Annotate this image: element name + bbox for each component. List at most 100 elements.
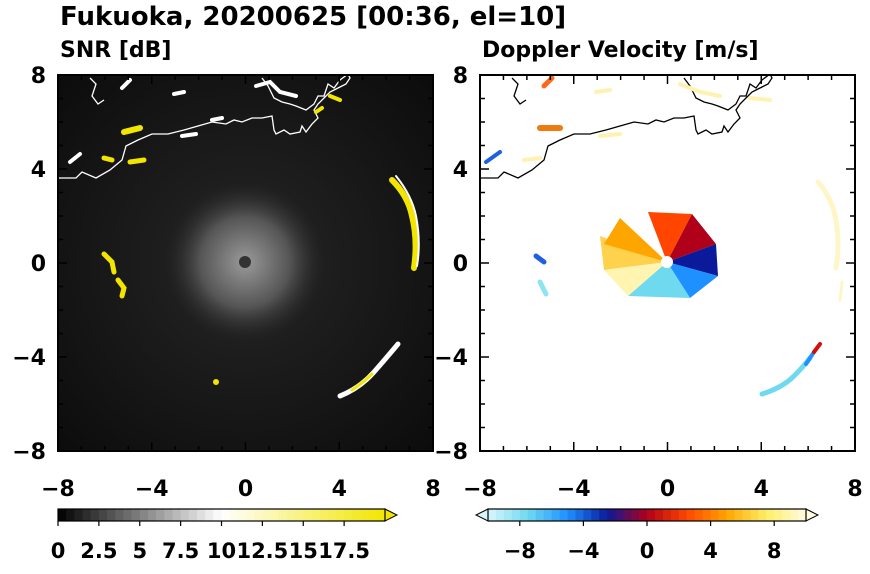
doppler-colorbar-tick-label: 4 — [703, 539, 718, 563]
snr-colorbar-cell — [82, 509, 92, 521]
snr-colorbar-cell — [180, 509, 190, 521]
snr-echo-north-5 — [180, 116, 224, 138]
doppler-colorbar-cell — [639, 509, 648, 521]
doppler-x-tick-label: −4 — [557, 477, 591, 502]
doppler-colorbar-cell — [567, 509, 576, 521]
doppler-center-void — [661, 256, 673, 268]
snr-colorbar-cell — [286, 509, 296, 521]
snr-colorbar-cell — [344, 509, 353, 521]
snr-x-tick-label: 8 — [425, 477, 440, 502]
snr-colorbar-cell — [196, 509, 206, 521]
doppler-center-cyan-s — [628, 262, 690, 298]
doppler-center-pale-sw — [604, 262, 667, 296]
snr-colorbar-cell — [107, 509, 116, 521]
snr-colorbar-cell — [147, 509, 157, 521]
snr-colorbar-cell — [115, 509, 124, 521]
snr-colorbar-cell — [303, 509, 312, 521]
doppler-center-red-n — [648, 212, 692, 262]
doppler-colorbar-cell — [551, 509, 560, 521]
snr-x-tick-label: 4 — [332, 477, 347, 502]
main-title: Fukuoka, 20200625 [00:36, el=10] — [60, 2, 566, 32]
doppler-x-tick-label: −8 — [463, 477, 497, 502]
snr-y-tick-label: 4 — [31, 158, 46, 183]
snr-colorbar-cell — [278, 509, 288, 521]
snr-echo-top-1 — [254, 79, 298, 98]
doppler-echo-west-cyan — [537, 279, 549, 297]
snr-colorbar-cell — [156, 509, 165, 521]
snr-colorbar-cell — [139, 509, 149, 521]
snr-panel-title: SNR [dB] — [60, 38, 171, 63]
snr-colorbar-cell — [262, 509, 271, 521]
snr-colorbar-cell — [172, 509, 182, 521]
doppler-colorbar-cell — [535, 509, 545, 521]
doppler-colorbar-cell — [702, 509, 711, 521]
doppler-colorbar-cell — [710, 509, 719, 521]
doppler-colorbar-tick-label: −8 — [504, 539, 536, 563]
snr-echo-top-2 — [314, 94, 342, 114]
snr-colorbar-cell — [98, 509, 108, 521]
snr-colorbar-cell — [376, 509, 386, 521]
doppler-echo-layer — [480, 75, 844, 397]
doppler-echo-east-arc — [815, 179, 841, 271]
snr-colorbar-cell — [327, 509, 337, 521]
snr-colorbar-tick-label: 0 — [51, 539, 66, 563]
snr-coastline — [58, 75, 351, 179]
doppler-colorbar-cell — [591, 509, 600, 521]
snr-colorbar-tick-label: 10 — [207, 539, 236, 563]
doppler-colorbar-cell — [734, 509, 743, 521]
snr-colorbar-cell — [319, 509, 329, 521]
doppler-colorbar-cell — [766, 509, 775, 521]
doppler-colorbar-max-arrow — [805, 508, 820, 522]
snr-colorbar: 0 2.5 5 7.5 10 12.5 15 17.5 — [51, 508, 399, 563]
snr-echo-top-3 — [120, 78, 186, 96]
doppler-y-tick-label: 0 — [453, 252, 468, 277]
doppler-colorbar-cell — [519, 509, 529, 521]
doppler-echo-east-tail — [838, 280, 844, 302]
doppler-coastline — [480, 75, 773, 179]
snr-echo-north-1 — [121, 125, 143, 135]
doppler-colorbar-cell — [718, 509, 727, 521]
doppler-colorbar-cell — [495, 509, 505, 521]
snr-y-tick-label: 8 — [31, 64, 46, 89]
snr-echo-layer — [58, 75, 420, 399]
doppler-echo-se-blue — [804, 350, 816, 366]
doppler-y-tick-label: 8 — [453, 64, 468, 89]
doppler-colorbar: −8 −4 0 4 8 — [474, 508, 820, 563]
snr-colorbar-cell — [221, 509, 231, 521]
snr-colorbar-cell — [237, 509, 247, 521]
snr-colorbar-tick-label: 2.5 — [80, 539, 117, 563]
snr-colorbar-cell — [205, 509, 214, 521]
snr-colorbar-cell — [229, 509, 239, 521]
doppler-center-darkred-ne — [667, 214, 716, 262]
doppler-colorbar-cell — [798, 509, 807, 521]
doppler-colorbar-cell — [774, 509, 783, 521]
snr-colorbar-tick-label: 12.5 — [236, 539, 288, 563]
doppler-colorbar-cell — [678, 509, 688, 521]
snr-axis-ticks: −8 −4 0 4 8 8 4 0 −4 −8 — [12, 64, 440, 502]
snr-colorbar-cell — [311, 509, 320, 521]
doppler-echo-west-blue — [533, 253, 547, 265]
doppler-y-tick-label: −8 — [434, 440, 468, 465]
snr-colorbar-cell — [254, 509, 263, 521]
doppler-colorbar-cell — [543, 509, 552, 521]
snr-colorbar-tick-label: 17.5 — [318, 539, 370, 563]
doppler-colorbar-tick-label: 8 — [767, 539, 782, 563]
snr-colorbar-cell — [360, 509, 370, 521]
snr-colorbar-cell — [164, 509, 173, 521]
doppler-center-blue-se — [667, 262, 718, 298]
doppler-colorbar-cell — [694, 509, 704, 521]
doppler-colorbar-cell — [527, 509, 537, 521]
snr-echo-speck — [213, 379, 219, 385]
doppler-colorbar-cell — [750, 509, 759, 521]
doppler-colorbar-cell — [607, 509, 616, 521]
doppler-colorbar-min-arrow — [474, 508, 489, 522]
doppler-panel-title: Doppler Velocity [m/s] — [482, 38, 759, 63]
doppler-colorbar-tick-label: 0 — [640, 539, 655, 563]
doppler-colorbar-cell — [670, 509, 680, 521]
doppler-echo-top-pale — [594, 82, 772, 102]
snr-colorbar-cell — [335, 509, 345, 521]
doppler-colorbar-cell — [488, 509, 497, 521]
snr-y-tick-label: 0 — [31, 252, 46, 277]
snr-colorbar-cell — [368, 509, 378, 521]
